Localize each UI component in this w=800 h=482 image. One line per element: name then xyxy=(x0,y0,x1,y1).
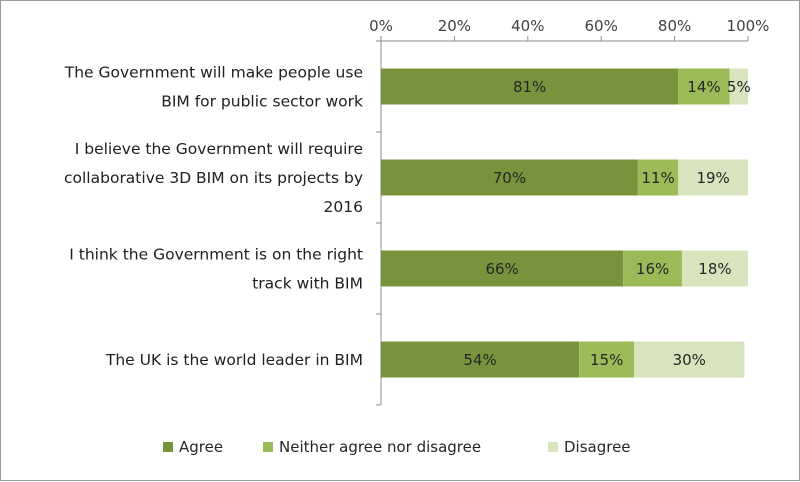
data-label: 5% xyxy=(727,78,751,96)
category-label: collaborative 3D BIM on its projects by xyxy=(64,169,363,187)
data-label: 81% xyxy=(513,78,546,96)
data-label: 54% xyxy=(463,351,496,369)
category-label: track with BIM xyxy=(252,275,363,293)
x-tick-label: 40% xyxy=(511,17,544,35)
legend-swatch xyxy=(263,442,273,452)
bar-disagree xyxy=(729,68,748,105)
legend-entry: Agree xyxy=(179,438,223,456)
category-label: The UK is the world leader in BIM xyxy=(105,351,363,369)
data-label: 30% xyxy=(673,351,706,369)
data-label: 15% xyxy=(590,351,623,369)
data-label: 14% xyxy=(687,78,720,96)
bar-neither-agree-nor-disagree xyxy=(623,250,682,287)
bar-neither-agree-nor-disagree xyxy=(678,68,730,105)
x-tick-label: 80% xyxy=(658,17,691,35)
bar-agree xyxy=(381,68,679,105)
x-tick-label: 60% xyxy=(585,17,618,35)
data-label: 70% xyxy=(493,169,526,187)
category-label: I think the Government is on the right xyxy=(69,246,363,264)
legend-swatch xyxy=(548,442,558,452)
bar-disagree xyxy=(678,159,748,196)
data-label: 11% xyxy=(641,169,674,187)
bar-agree xyxy=(381,159,638,196)
x-tick-label: 20% xyxy=(438,17,471,35)
x-tick-label: 0% xyxy=(369,17,393,35)
bar-disagree xyxy=(681,250,748,287)
x-tick-label: 100% xyxy=(727,17,770,35)
data-label: 66% xyxy=(485,260,518,278)
legend-swatch xyxy=(163,442,173,452)
category-label: BIM for public sector work xyxy=(161,93,363,111)
legend-entry: Neither agree nor disagree xyxy=(279,438,481,456)
bar-neither-agree-nor-disagree xyxy=(579,341,635,378)
data-label: 19% xyxy=(696,169,729,187)
bar-disagree xyxy=(634,341,745,378)
bar-neither-agree-nor-disagree xyxy=(637,159,679,196)
data-label: 16% xyxy=(636,260,669,278)
category-label: The Government will make people use xyxy=(64,64,363,82)
category-label: 2016 xyxy=(324,198,363,216)
legend: Agree Neither agree nor disagree Disagree xyxy=(163,438,631,456)
category-labels: The Government will make people use BIM f… xyxy=(64,64,363,370)
bar-agree xyxy=(381,250,624,287)
data-label: 18% xyxy=(698,260,731,278)
legend-entry: Disagree xyxy=(564,438,631,456)
bar-agree xyxy=(381,341,580,378)
category-label: I believe the Government will require xyxy=(75,140,363,158)
bars: 81% 14% 5% 70% 11% 19% 66% 16% 18% 54% 15% 30% xyxy=(381,68,751,378)
